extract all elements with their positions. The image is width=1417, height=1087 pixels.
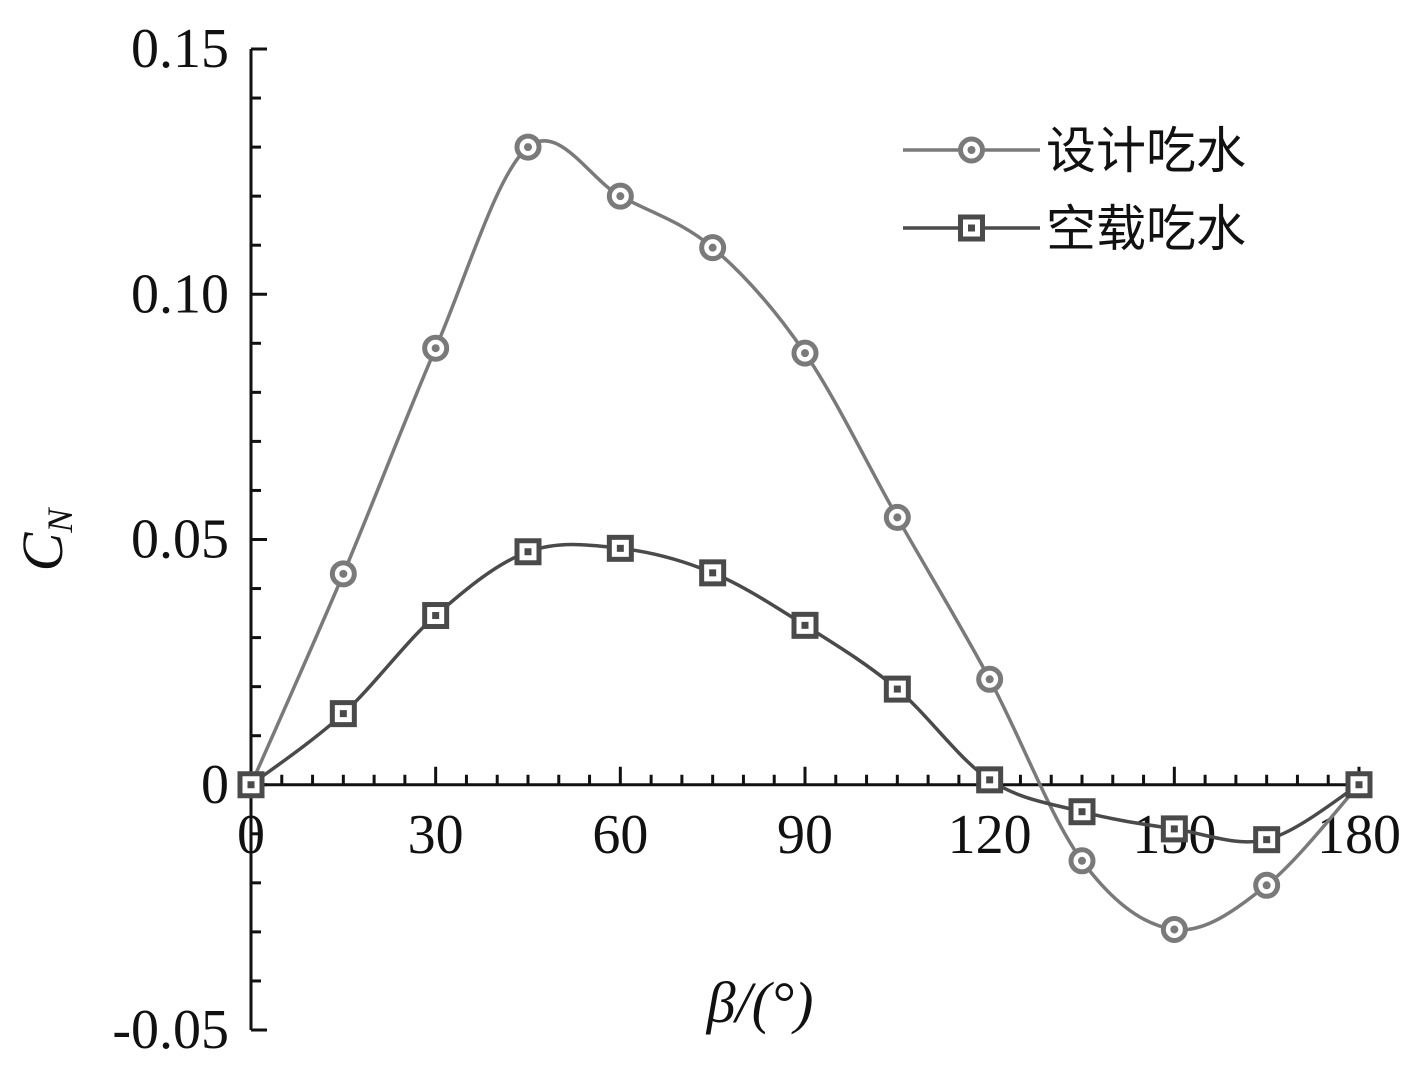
data-point bbox=[237, 771, 265, 799]
data-point bbox=[1345, 771, 1373, 799]
data-point bbox=[791, 339, 819, 367]
data-point bbox=[514, 133, 542, 161]
data-point bbox=[699, 234, 727, 262]
data-point bbox=[1068, 798, 1096, 826]
data-point bbox=[883, 503, 911, 531]
x-axis-label: β/(°) bbox=[706, 970, 814, 1035]
data-point bbox=[329, 560, 357, 588]
data-point bbox=[422, 334, 450, 362]
data-point bbox=[1253, 826, 1281, 854]
data-point bbox=[791, 611, 819, 639]
data-point bbox=[329, 700, 357, 728]
x-tick-label: 120 bbox=[948, 804, 1032, 866]
y-axis-label: CN bbox=[10, 507, 80, 572]
x-tick-label: 0 bbox=[237, 804, 265, 866]
data-point bbox=[976, 766, 1004, 794]
y-tick-label: 0.05 bbox=[131, 509, 229, 571]
legend-item: 空载吃水 bbox=[903, 200, 1246, 258]
legend-marker bbox=[958, 214, 985, 242]
series-line bbox=[249, 542, 1360, 844]
legend-item: 设计吃水 bbox=[903, 122, 1246, 180]
data-point bbox=[1068, 847, 1096, 875]
x-tick-label: 60 bbox=[592, 804, 648, 866]
data-point bbox=[883, 675, 911, 703]
x-tick-label: 90 bbox=[777, 804, 833, 866]
series-design-draft bbox=[237, 133, 1373, 943]
series-ballast-draft bbox=[237, 534, 1373, 854]
y-tick-label: 0 bbox=[201, 754, 229, 816]
data-point bbox=[976, 665, 1004, 693]
data-point bbox=[1160, 915, 1188, 943]
legend-marker bbox=[958, 136, 985, 164]
y-tick-label: -0.05 bbox=[112, 999, 229, 1061]
data-point bbox=[606, 182, 634, 210]
data-point bbox=[699, 559, 727, 587]
data-point bbox=[1160, 815, 1188, 843]
legend-label: 空载吃水 bbox=[1046, 200, 1246, 258]
y-tick-label: 0.15 bbox=[131, 18, 229, 80]
series-line bbox=[249, 139, 1361, 932]
y-tick-label: 0.10 bbox=[131, 263, 229, 325]
legend-label: 设计吃水 bbox=[1046, 122, 1246, 180]
data-point bbox=[422, 602, 450, 630]
x-tick-label: 180 bbox=[1317, 804, 1401, 866]
data-point bbox=[606, 534, 634, 562]
data-point bbox=[1253, 871, 1281, 899]
data-point bbox=[514, 538, 542, 566]
series-layer bbox=[237, 133, 1373, 943]
x-tick-label: 30 bbox=[408, 804, 464, 866]
